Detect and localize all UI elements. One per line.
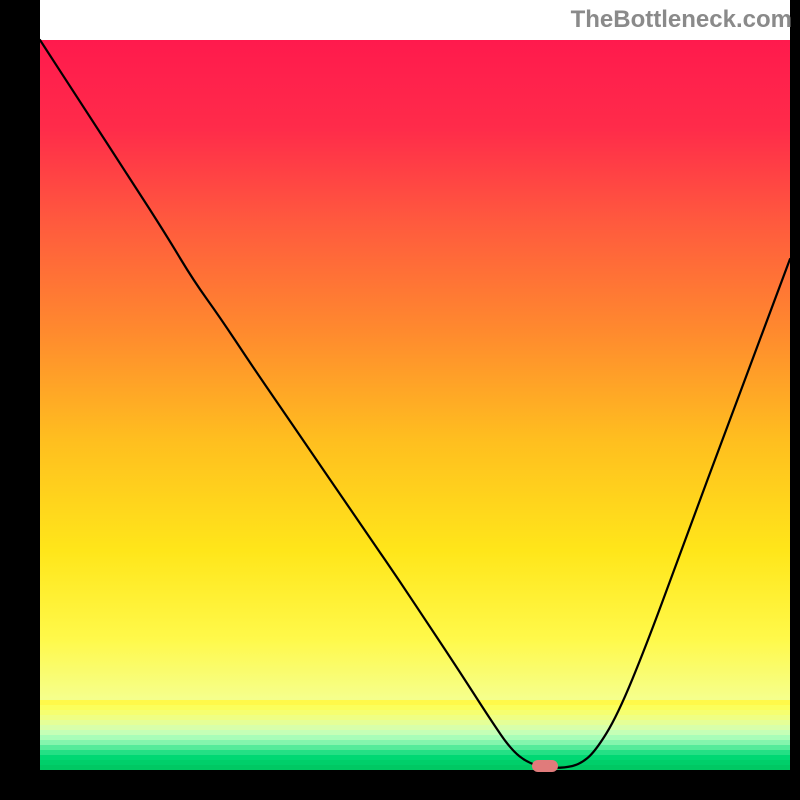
bottleneck-curve xyxy=(0,0,800,800)
watermark-text: TheBottleneck.com xyxy=(571,6,792,34)
bottleneck-chart: TheBottleneck.com xyxy=(0,0,800,800)
optimal-marker xyxy=(532,760,558,772)
